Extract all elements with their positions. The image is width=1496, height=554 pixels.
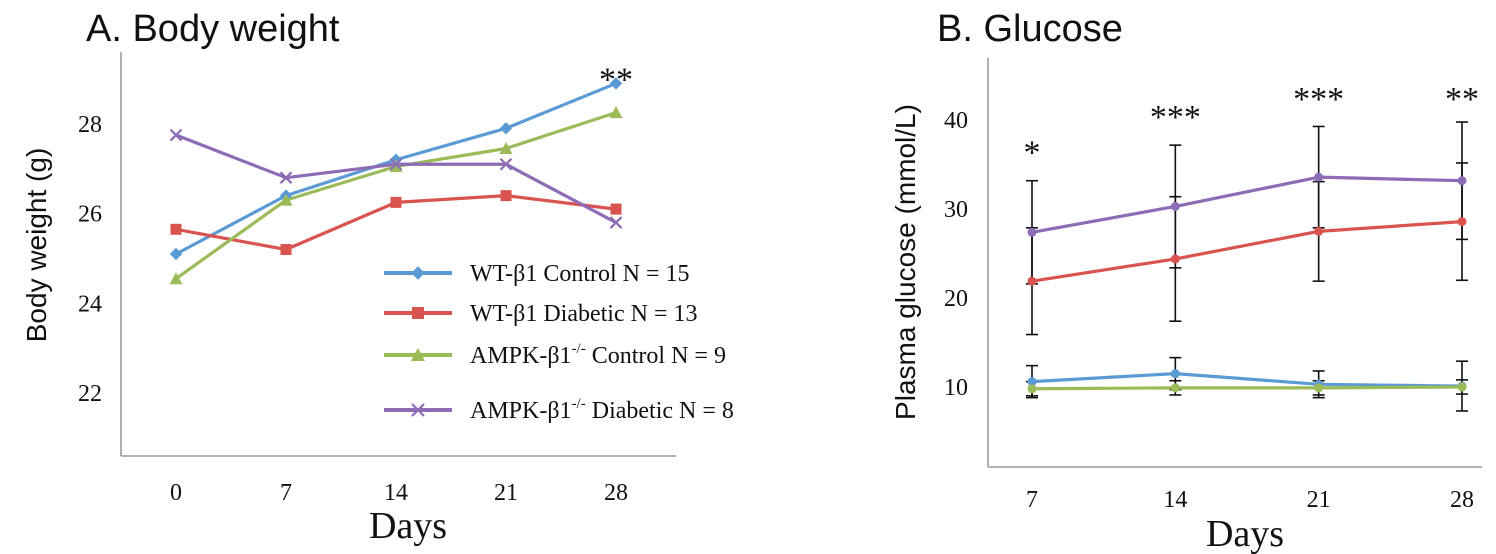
significance-marker: **: [599, 61, 633, 98]
panel-b-data-point: [1314, 226, 1324, 236]
panel-a-data-point: [500, 190, 512, 202]
panel-a-x-tick-label: 0: [170, 480, 182, 506]
panel-a-y-tick-label: 28: [78, 112, 102, 138]
panel-b-y-axis-label: Plasma glucose (mmol/L): [890, 104, 921, 420]
panel-a-data-point: [499, 157, 513, 171]
panel-b-x-tick-label: 21: [1307, 487, 1331, 513]
panel-b-data-point: [1027, 377, 1037, 387]
panel-a-data-point: [610, 203, 622, 215]
legend-label: WT-β1 Control N = 15: [470, 261, 690, 287]
panel-b-y-tick-label: 10: [944, 375, 968, 401]
panel-a-x-tick-label: 7: [280, 480, 292, 506]
legend-marker: [411, 348, 425, 361]
significance-marker: **: [1445, 81, 1479, 118]
panel-a-y-tick-label: 24: [78, 291, 102, 317]
panel-a-x-axis-label: Days: [369, 505, 447, 547]
legend-label: AMPK-β1-/- Diabetic N = 8: [470, 396, 734, 424]
legend-label: WT-β1 Diabetic N = 13: [470, 301, 697, 327]
panel-b-data-point: [1314, 383, 1324, 393]
panel-b-data-point: [1027, 227, 1037, 237]
panel-a-data-point: [170, 223, 182, 235]
panel-b-data-point: [1457, 382, 1467, 392]
panel-a-data-point: [390, 196, 402, 208]
panel-a-data-point: [279, 193, 293, 206]
panel-b-y-tick-label: 30: [944, 197, 968, 223]
panel-b-data-point: [1170, 254, 1180, 264]
panel-b-title: B. Glucose: [937, 8, 1123, 50]
panel-a-series-line: [175, 111, 617, 280]
panel-a-x-tick-label: 21: [494, 480, 518, 506]
panel-b-data-point: [1170, 201, 1180, 211]
panel-a-data-point: [389, 157, 403, 171]
panel-b-data-point: [1314, 172, 1324, 182]
panel-b-x-tick-label: 14: [1163, 487, 1187, 513]
panel-a-data-point: [609, 77, 623, 90]
panel-a-data-point: [609, 106, 623, 119]
panel-a-data-point: [169, 272, 183, 285]
panel-b-y-tick-label: 40: [944, 108, 968, 134]
panel-a-data-point: [609, 216, 623, 229]
legend-marker: [411, 403, 425, 417]
panel-b-x-tick-label: 7: [1026, 487, 1038, 513]
panel-a-y-tick-label: 22: [78, 381, 102, 407]
significance-marker: ***: [1150, 99, 1201, 136]
panel-a-title: A. Body weight: [86, 8, 340, 50]
panel-b-data-point: [1457, 176, 1467, 186]
panel-a-data-point: [499, 142, 513, 155]
panel-a-x-tick-label: 14: [384, 480, 408, 506]
panel-a-data-point: [280, 244, 292, 256]
panel-b-x-axis-label: Days: [1206, 513, 1284, 554]
panel-a-data-point: [169, 247, 183, 261]
panel-a-legend: WT-β1 Control N = 15 WT-β1 Diabetic N = 1…: [384, 261, 734, 424]
significance-marker: *: [1024, 134, 1041, 171]
panel-a-data-point: [169, 128, 183, 142]
panel-a-series-line: [175, 133, 617, 224]
legend-label: AMPK-β1-/- Control N = 9: [470, 341, 726, 369]
panel-b-glucose: B. Glucose Plasma glucose (mmol/L) Days …: [890, 8, 1482, 554]
panel-b-x-tick-label: 28: [1450, 487, 1474, 513]
legend-marker: [412, 307, 424, 319]
panel-a-x-tick-label: 28: [604, 480, 628, 506]
significance-marker: ***: [1293, 81, 1344, 118]
panel-b-data-point: [1170, 369, 1180, 379]
panel-b-series-line: [1031, 175, 1463, 234]
panel-b-series-line: [1031, 220, 1463, 283]
panel-b-series-line: [1031, 385, 1463, 391]
panel-b-series-line: [1031, 372, 1463, 388]
panel-b-data-point: [1027, 276, 1037, 286]
panel-a-body-weight: A. Body weight Body weight (g) Days 22 24…: [21, 8, 734, 547]
panel-a-y-tick-label: 26: [78, 202, 102, 228]
panel-b-y-tick-label: 20: [944, 286, 968, 312]
panel-a-data-point: [279, 171, 293, 184]
panel-b-data-point: [1027, 384, 1037, 394]
panel-a-y-axis-label: Body weight (g): [21, 148, 52, 343]
panel-a-data-point: [499, 122, 513, 135]
panel-b-data-point: [1457, 217, 1467, 227]
legend-marker: [411, 266, 425, 280]
panel-b-data-point: [1170, 383, 1180, 393]
